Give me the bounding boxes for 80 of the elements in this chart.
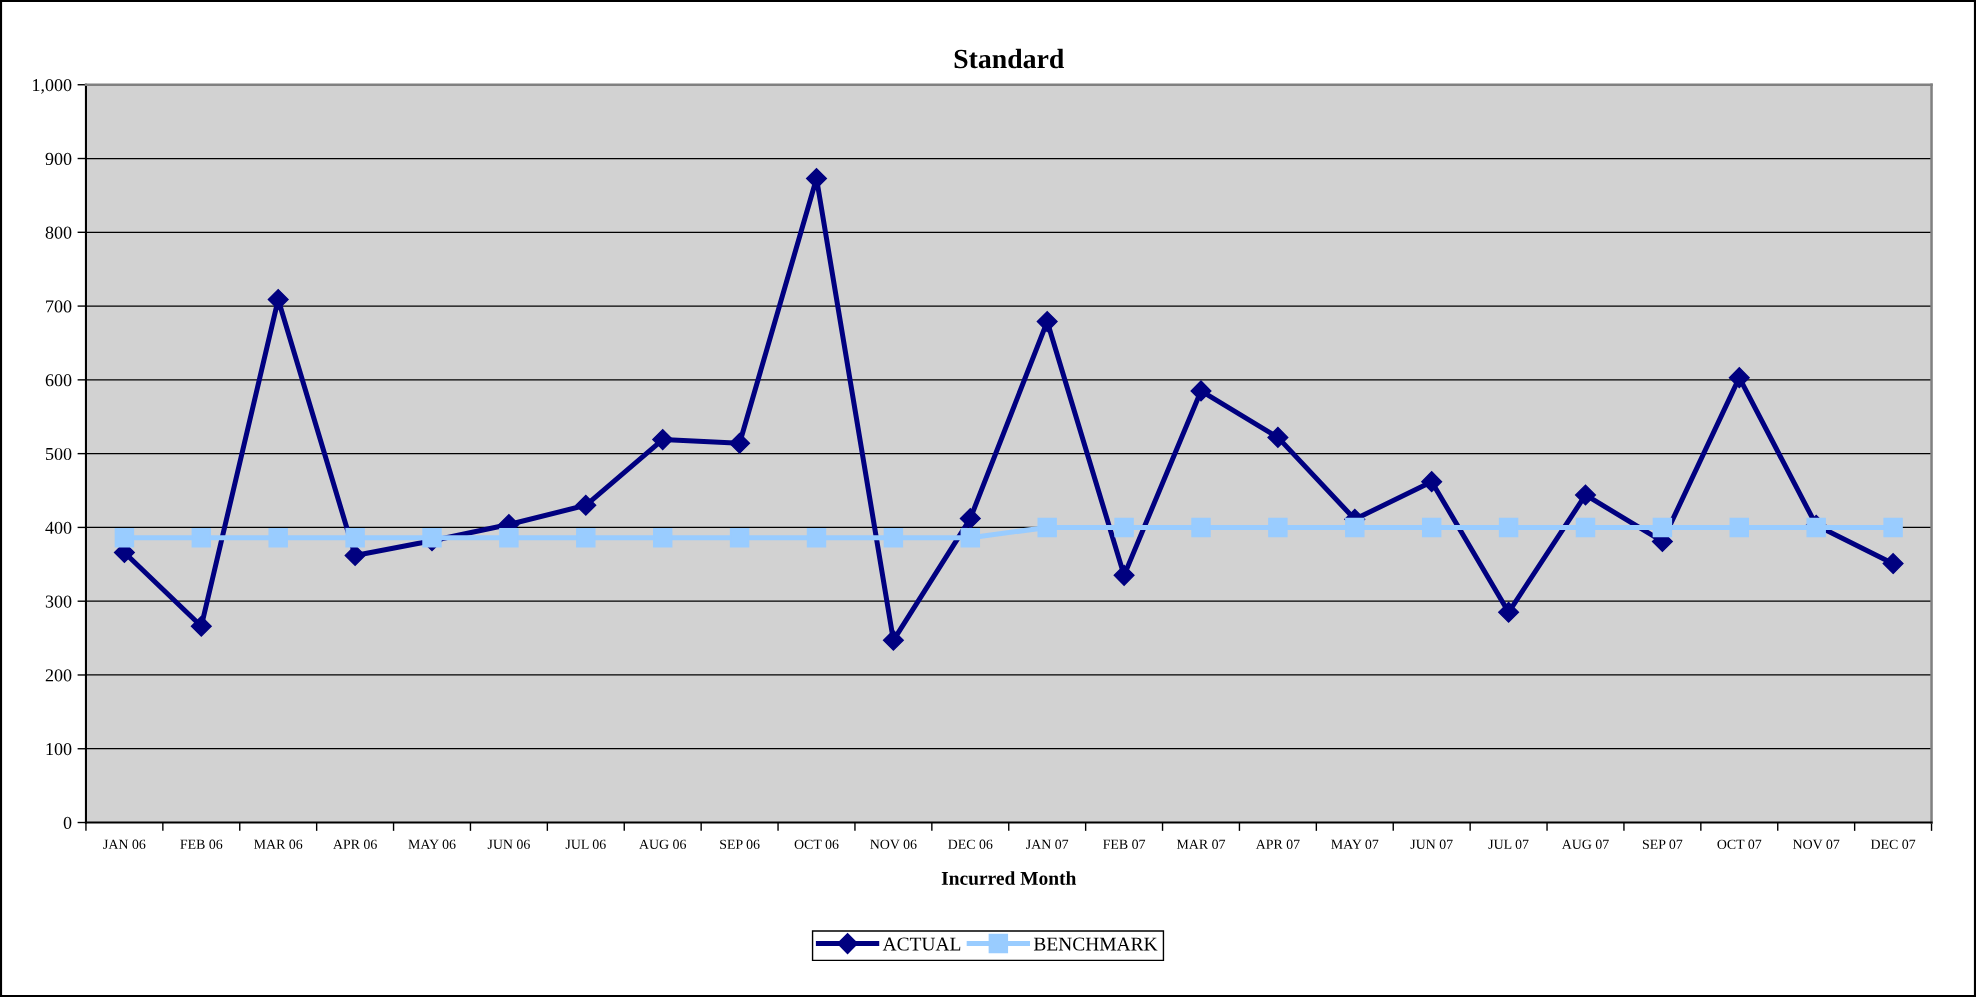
- x-tick-label: JUL 06: [565, 839, 606, 849]
- x-tick-label: APR 07: [1255, 839, 1300, 849]
- y-tick-label: 400: [45, 521, 72, 534]
- point: [729, 432, 751, 454]
- point: [1036, 311, 1058, 333]
- x-tick-label: OCT 07: [1717, 839, 1762, 849]
- x-tick-label: JUL 07: [1488, 839, 1529, 849]
- point: [1345, 517, 1365, 538]
- x-tick-label: NOV 07: [1792, 839, 1840, 850]
- x-tick-label: OCT 06: [794, 839, 839, 849]
- x-tick-label: AUG 07: [1561, 839, 1609, 849]
- point: [1421, 517, 1442, 538]
- point: [1114, 517, 1134, 538]
- x-tick-label: AUG 06: [639, 839, 687, 849]
- point: [1883, 517, 1903, 538]
- point: [1113, 564, 1135, 586]
- point: [267, 288, 289, 310]
- x-tick-label: SEP 06: [720, 839, 760, 849]
- point: [575, 494, 597, 516]
- y-tick-label: 900: [45, 152, 72, 165]
- point: [652, 429, 674, 451]
- x-tick-label: MAY 06: [408, 839, 456, 849]
- point: [1037, 517, 1057, 538]
- point: [1729, 517, 1750, 538]
- point: [114, 528, 135, 548]
- point: [806, 528, 827, 548]
- point: [1575, 517, 1596, 538]
- point: [1421, 471, 1443, 493]
- y-tick-label: 1,000: [33, 79, 72, 94]
- point: [652, 528, 673, 548]
- x-axis-title: Incurred Month: [941, 871, 1077, 885]
- y-tick-label: 700: [46, 300, 72, 313]
- point: [959, 508, 981, 530]
- x-tick-label: DEC 06: [948, 839, 993, 849]
- point: [1498, 517, 1519, 538]
- x-tick-label: NOV 06: [870, 839, 917, 850]
- point: [344, 544, 366, 566]
- point: [960, 528, 981, 548]
- point: [268, 528, 288, 548]
- point: [883, 528, 904, 548]
- point: [882, 629, 904, 651]
- point: [1498, 601, 1520, 623]
- x-tick-label: DEC 07: [1870, 839, 1916, 849]
- point: [1191, 517, 1211, 538]
- x-tick-label: FEB 07: [1103, 839, 1146, 849]
- legend-label: ACTUAL: [882, 937, 961, 951]
- point: [576, 528, 596, 548]
- y-tick-label: 0: [63, 816, 72, 829]
- point: [1268, 517, 1288, 538]
- x-tick-label: APR 06: [333, 839, 377, 849]
- point: [729, 528, 750, 548]
- x-tick-label: JAN 07: [1026, 839, 1069, 849]
- y-tick-label: 500: [46, 447, 72, 461]
- x-tick-label: MAR 07: [1176, 839, 1226, 849]
- x-tick-label: SEP 07: [1642, 839, 1683, 849]
- x-tick-label: MAY 07: [1331, 839, 1379, 849]
- x-tick-label: FEB 06: [180, 839, 223, 849]
- point: [1652, 517, 1673, 538]
- x-tick-label: JUN 06: [487, 839, 530, 849]
- y-tick-label: 300: [45, 595, 72, 608]
- x-tick-label: JUN 07: [1410, 839, 1453, 849]
- point: [1574, 484, 1597, 506]
- point: [1190, 380, 1212, 402]
- point: [1882, 553, 1904, 575]
- point: [805, 167, 828, 189]
- point: [1728, 367, 1750, 389]
- point: [190, 615, 212, 637]
- point: [1267, 426, 1289, 448]
- y-tick-label: 800: [45, 226, 72, 239]
- chart-title: Standard: [954, 48, 1065, 69]
- y-tick-label: 600: [45, 374, 72, 387]
- point: [422, 528, 442, 548]
- point: [191, 528, 212, 548]
- x-tick-label: MAR 06: [254, 839, 303, 849]
- legend-label: BENCHMARK: [1033, 937, 1158, 951]
- x-tick-label: JAN 06: [103, 839, 146, 849]
- point: [499, 528, 519, 548]
- y-tick-label: 200: [45, 669, 72, 682]
- point: [345, 528, 365, 548]
- y-tick-label: 100: [46, 743, 72, 756]
